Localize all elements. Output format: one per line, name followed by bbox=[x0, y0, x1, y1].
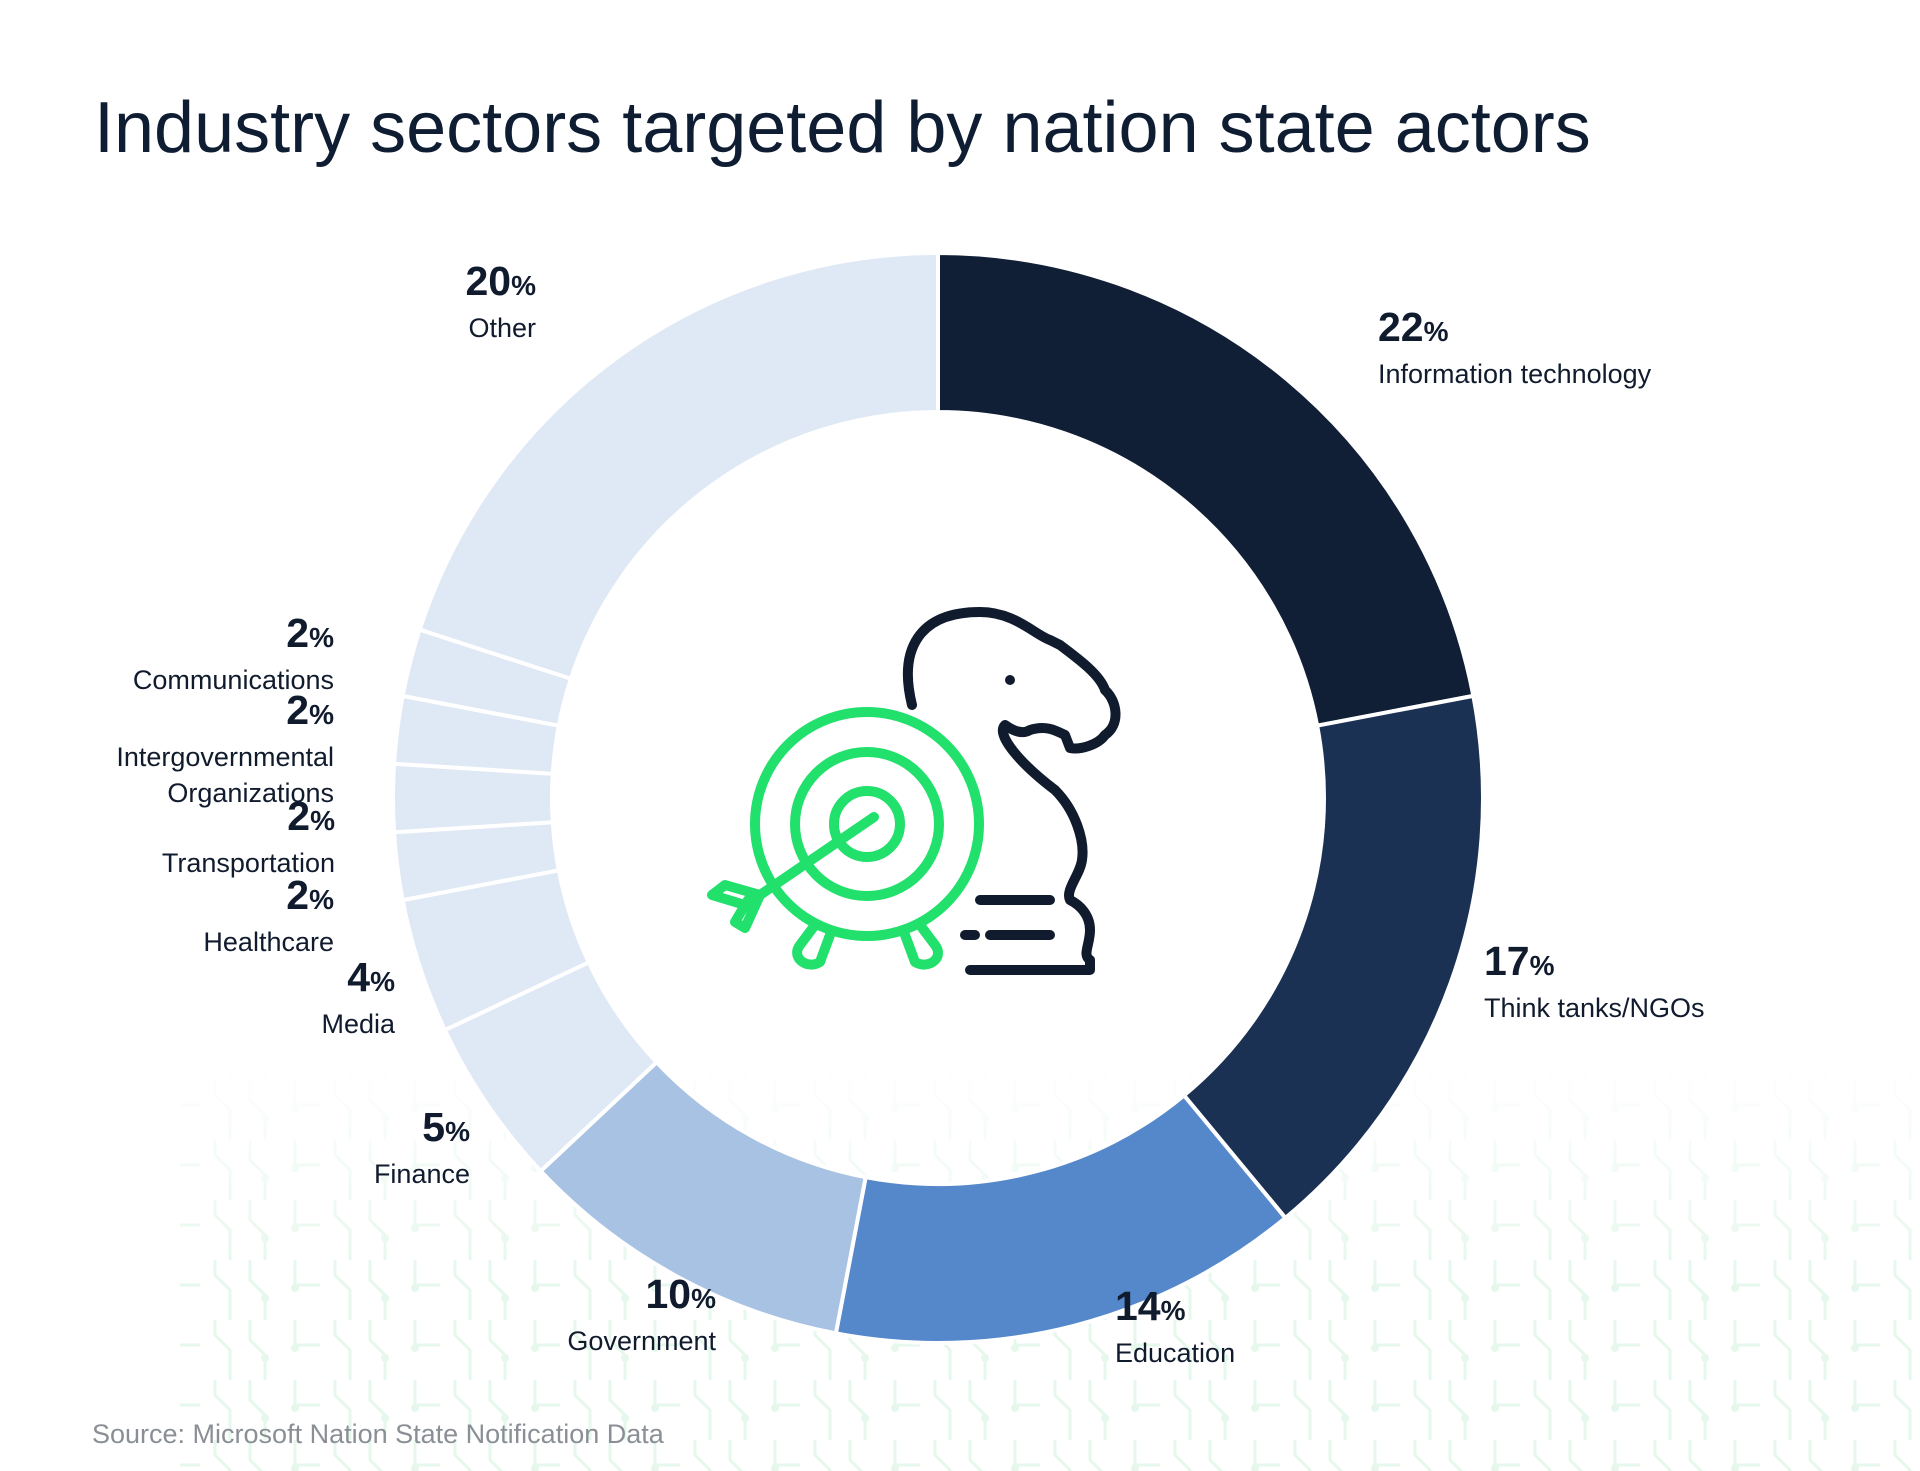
slice-other bbox=[417, 250, 940, 682]
value-label-intergovernmental-organizations: 2% bbox=[286, 687, 334, 733]
source-note: Source: Microsoft Nation State Notificat… bbox=[92, 1419, 665, 1449]
category-label-finance: Finance bbox=[374, 1159, 470, 1189]
slice-information-technology bbox=[936, 250, 1476, 729]
value-label-think-tanks-ngos: 17% bbox=[1484, 938, 1555, 984]
category-label-intergovernmental-organizations-2: Organizations bbox=[167, 778, 334, 808]
category-label-communications: Communications bbox=[133, 665, 334, 695]
value-label-media: 4% bbox=[347, 954, 395, 1000]
category-label-transportation: Transportation bbox=[162, 848, 335, 878]
donut-ring bbox=[390, 250, 1485, 1345]
category-label-education: Education bbox=[1115, 1338, 1235, 1368]
category-label-government: Government bbox=[567, 1326, 716, 1356]
slice-labels: 22% Information technology 17% Think tanks/… bbox=[116, 258, 1704, 1368]
value-label-information-technology: 22% bbox=[1378, 304, 1449, 350]
category-label-think-tanks-ngos: Think tanks/NGOs bbox=[1484, 993, 1705, 1023]
value-label-transportation: 2% bbox=[287, 793, 335, 839]
value-label-communications: 2% bbox=[286, 610, 334, 656]
category-label-media: Media bbox=[321, 1009, 396, 1039]
value-label-healthcare: 2% bbox=[286, 872, 334, 918]
value-label-government: 10% bbox=[645, 1271, 716, 1317]
category-label-other: Other bbox=[468, 313, 536, 343]
category-label-healthcare: Healthcare bbox=[203, 927, 334, 957]
target-knight-icon bbox=[707, 607, 1121, 975]
value-label-education: 14% bbox=[1115, 1283, 1186, 1329]
category-label-information-technology: Information technology bbox=[1378, 359, 1652, 389]
chart-title: Industry sectors targeted by nation stat… bbox=[94, 88, 1591, 168]
value-label-finance: 5% bbox=[422, 1104, 470, 1150]
category-label-intergovernmental-organizations-1: Intergovernmental bbox=[116, 742, 334, 772]
value-label-other: 20% bbox=[465, 258, 536, 304]
